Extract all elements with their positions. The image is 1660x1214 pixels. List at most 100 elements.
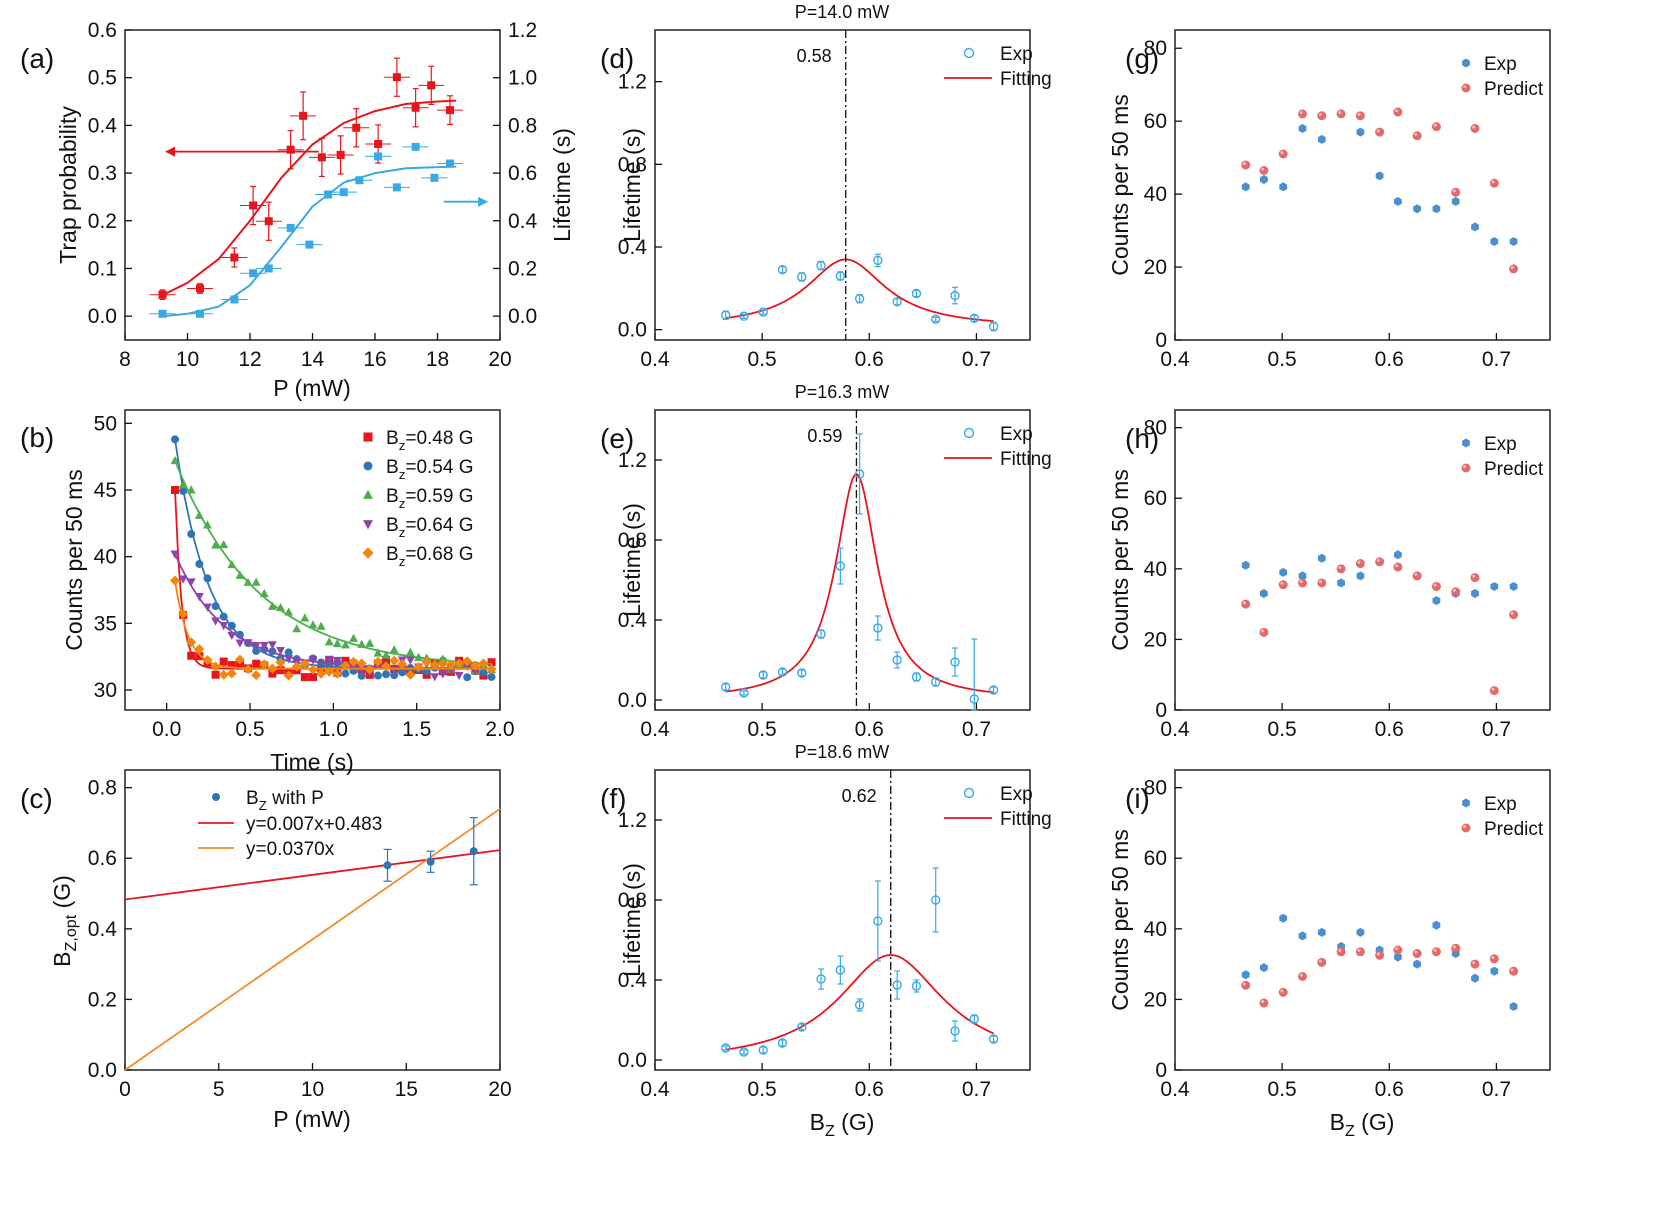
- data-point-predict-highlight: [1510, 968, 1514, 972]
- data-point: [911, 981, 922, 991]
- y-axis-label-d: Lifetime (s): [619, 128, 645, 242]
- y-tick-label: 0.2: [88, 210, 117, 233]
- data-point-series-5: [372, 656, 383, 667]
- data-point-series-5: [429, 659, 440, 670]
- data-point-trap: [230, 253, 239, 262]
- data-point-series-3: [251, 577, 261, 586]
- legend-marker-predict-g: [1461, 83, 1471, 93]
- y-tick-label: 60: [1144, 110, 1167, 133]
- data-point-predict: [1278, 149, 1288, 159]
- data-point-exp: [1509, 1002, 1518, 1011]
- legend-marker-predict-i: [1461, 823, 1471, 833]
- legend-marker-predict-g-highlight: [1463, 85, 1467, 89]
- y-tick-label: 80: [1144, 37, 1167, 60]
- data-point-exp: [1317, 134, 1326, 144]
- fit-curve-5: [174, 580, 492, 670]
- data-point-lifetime: [158, 309, 167, 318]
- data-point-series-1: [276, 666, 285, 675]
- y-tick-label: 0.0: [618, 689, 647, 712]
- x-tick-label: 16: [363, 348, 386, 371]
- data-point-exp: [1298, 124, 1307, 133]
- legend-label-exp-d: Exp: [1000, 44, 1033, 65]
- y-tick-label: 50: [94, 412, 117, 435]
- data-point-predict-highlight: [1318, 580, 1322, 584]
- data-point-exp: [1375, 171, 1384, 181]
- data-point-series-2: [373, 671, 382, 680]
- data-point-predict: [1489, 178, 1499, 188]
- data-point-predict-highlight: [1357, 112, 1361, 116]
- data-point-predict: [1489, 686, 1499, 696]
- legend-label-predict-h: Predict: [1484, 459, 1544, 480]
- legend-marker-points: [212, 793, 220, 801]
- data-point-series-2: [219, 612, 228, 621]
- data-point-exp: [1432, 596, 1441, 606]
- data-point-series-3: [235, 570, 245, 579]
- data-point-series-3: [243, 577, 253, 586]
- data-point-predict-highlight: [1299, 111, 1303, 115]
- data-point-series-3: [332, 638, 342, 648]
- data-point-predict-highlight: [1261, 1000, 1265, 1004]
- legend-marker-4: [363, 520, 373, 530]
- data-point-series-1: [300, 673, 309, 682]
- data-point-series-4: [194, 593, 204, 602]
- data-point-series-4: [324, 655, 334, 664]
- data-point: [873, 916, 883, 926]
- data-point-series-4: [211, 617, 221, 626]
- data-point-series-4: [430, 673, 440, 682]
- x-tick-label: 15: [395, 1078, 418, 1101]
- data-point: [739, 688, 749, 698]
- x-tick-label: 8: [119, 348, 131, 371]
- x-tick-label: 0.4: [640, 718, 670, 741]
- data-point-series-4: [251, 641, 261, 651]
- resonance-value-label: 0.59: [807, 426, 842, 446]
- y-axis-label-a: Trap probability: [55, 106, 81, 264]
- data-point-predict: [1431, 122, 1441, 132]
- data-point-series-5: [356, 658, 367, 669]
- fit-curve-4: [174, 553, 492, 670]
- data-point-lifetime: [286, 223, 295, 232]
- data-point: [739, 311, 749, 321]
- data-point-predict: [1509, 610, 1519, 620]
- y-axis-label-c: BZ,opt (G): [49, 875, 80, 967]
- data-point-predict-highlight: [1394, 947, 1399, 951]
- y-tick-label: 20: [1144, 256, 1167, 279]
- y-tick-label: 20: [1144, 988, 1167, 1011]
- data-point-series-3: [341, 640, 350, 649]
- data-point-predict-highlight: [1510, 266, 1514, 270]
- data-point: [777, 265, 788, 275]
- data-point-series-3: [267, 601, 277, 610]
- data-point: [931, 314, 941, 325]
- data-point-predict-highlight: [1261, 629, 1265, 633]
- data-point-predict-highlight: [1299, 973, 1303, 977]
- legend-label-line-2: y=0.0370x: [246, 839, 335, 860]
- x-tick-label: 10: [301, 1078, 324, 1101]
- legend-label-exp-i: Exp: [1484, 794, 1517, 815]
- data-point-predict: [1259, 627, 1269, 637]
- resonance-value-label: 0.62: [842, 786, 877, 806]
- legend-marker-exp-g: [1462, 58, 1470, 68]
- data-point-series-3: [186, 485, 196, 494]
- data-point-series-3: [324, 637, 334, 646]
- data-point-exp: [1356, 127, 1365, 137]
- data-point-predict-highlight: [1394, 564, 1399, 568]
- y-tick-label: 1.2: [618, 809, 647, 832]
- y-tick-label: 0: [1155, 329, 1167, 352]
- y-tick-label: 0.0: [618, 1049, 647, 1072]
- data-point-series-5: [445, 659, 456, 670]
- data-point-lifetime: [230, 295, 239, 304]
- data-point-exp: [1298, 571, 1307, 581]
- data-point: [950, 657, 960, 667]
- fit-curve: [725, 954, 994, 1051]
- data-point-exp: [1471, 973, 1479, 983]
- panel-c: 0 5 10 15 20 0.0 0.2 0.4 0.6 0.8: [88, 769, 512, 1101]
- data-point-predict: [1375, 557, 1385, 567]
- panel-title-f: P=18.6 mW: [795, 742, 890, 762]
- data-point-predict-highlight: [1261, 167, 1265, 171]
- y-tick-label: 0.0: [88, 305, 117, 328]
- data-point-series-3: [373, 648, 383, 657]
- panel-title-e: P=16.3 mW: [795, 382, 890, 402]
- legend-label-5: Bz=0.68 G: [386, 544, 473, 569]
- legend-label-exp-f: Exp: [1000, 784, 1033, 805]
- data-point-predict: [1241, 160, 1251, 170]
- panel-a: 8 10 12 14 16 18 20 0.0 0.1 0.2 0.3 0.4 0.5 0.6 0.0 0.2…: [88, 19, 538, 371]
